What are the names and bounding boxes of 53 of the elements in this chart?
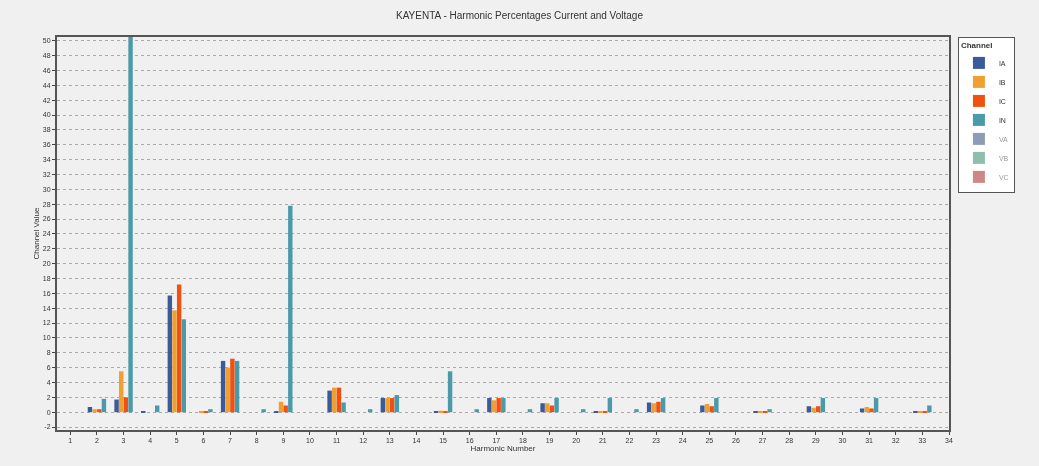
bar [341, 402, 346, 413]
bar [859, 408, 865, 413]
bar [367, 409, 373, 413]
bar [501, 398, 506, 413]
bar [540, 403, 545, 413]
bar [656, 401, 661, 413]
bar [491, 400, 497, 413]
bar [172, 310, 177, 413]
bar [549, 405, 555, 413]
bar [230, 358, 235, 413]
bar [806, 406, 812, 413]
bar [651, 403, 656, 413]
bar [154, 405, 160, 413]
bar [92, 409, 97, 413]
bar [815, 406, 821, 413]
bar [119, 371, 124, 413]
bar [283, 405, 288, 413]
bar [527, 409, 533, 413]
bar [767, 409, 772, 413]
bar [181, 319, 187, 413]
bar [114, 399, 119, 413]
bar [474, 409, 479, 413]
bar [327, 390, 332, 413]
bar [554, 398, 559, 413]
bar [128, 37, 133, 413]
bar [487, 398, 492, 413]
bar [97, 409, 102, 413]
bar [220, 360, 226, 413]
bar [714, 398, 719, 413]
bar [167, 295, 173, 413]
bar [869, 408, 874, 413]
bar [496, 398, 501, 413]
x-axis-title: Harmonic Number [470, 444, 536, 454]
bar [447, 371, 453, 413]
bar [927, 405, 932, 413]
bar [634, 409, 639, 413]
bar [873, 398, 879, 413]
bar [176, 284, 182, 413]
y-axis-title: Channel Value [32, 207, 41, 260]
bar [208, 409, 213, 413]
legend-title: Channel [960, 41, 993, 51]
chart-title: KAYENTA - Harmonic Percentages Current and Voltage [396, 9, 644, 21]
bar [234, 360, 240, 413]
bar [811, 407, 816, 413]
bar [607, 398, 613, 413]
bar [288, 205, 293, 413]
bar [545, 403, 550, 413]
bar [123, 397, 129, 413]
bar [581, 409, 586, 413]
bar [709, 406, 714, 413]
bar [261, 409, 266, 413]
bar [700, 405, 705, 413]
bar [385, 398, 390, 413]
